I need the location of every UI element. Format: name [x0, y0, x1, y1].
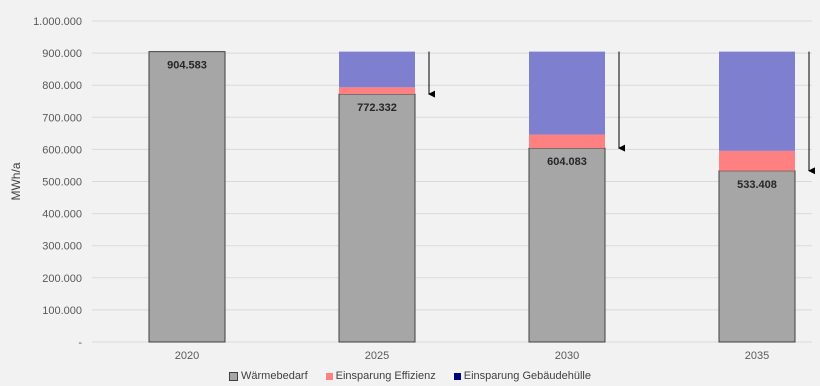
y-tick-label: 800.000 [42, 80, 82, 92]
bar-wärmebedarf-2030 [528, 147, 606, 343]
y-tick-label: 700.000 [42, 112, 82, 124]
y-axis-title: MWh/a [9, 162, 23, 200]
bar-einsparung-gebäudehülle-2025 [339, 51, 415, 88]
y-tick-label: 600.000 [42, 144, 82, 156]
legend-label: Wärmebedarf [241, 370, 308, 382]
legend-item: Wärmebedarf [229, 370, 308, 382]
y-tick-label: 100.000 [42, 305, 82, 317]
data-label-2035: 533.408 [737, 179, 777, 191]
data-label-2020: 904.583 [167, 60, 207, 72]
y-tick-label: - [78, 337, 82, 349]
x-tick-label: 2035 [745, 350, 769, 362]
bar-chart: - 100.000 200.000 300.000 400.000 500.000 600.… [9, 16, 815, 362]
y-tick-label: 400.000 [42, 209, 82, 221]
legend-swatch [453, 372, 461, 380]
y-tick-label: 500.000 [42, 177, 82, 189]
data-label-2030: 604.083 [547, 156, 587, 168]
x-tick-label: 2025 [365, 350, 389, 362]
y-tick-label: 200.000 [42, 273, 82, 285]
legend-item: Einsparung Effizienz [325, 370, 436, 382]
legend-swatch [325, 372, 333, 380]
bar-einsparung-gebäudehülle-2030 [529, 51, 605, 135]
y-tick-label: 900.000 [42, 48, 82, 60]
bar-wärmebedarf-2020 [148, 51, 226, 343]
data-label-2025: 772.332 [357, 102, 397, 114]
chart-legend: Wärmebedarf Einsparung Effizienz Einsparun… [0, 368, 820, 384]
legend-label: Einsparung Effizienz [335, 370, 436, 382]
bar-wärmebedarf-2025 [338, 93, 416, 343]
bar-einsparung-effizienz-2030 [529, 134, 605, 149]
legend-swatch [229, 371, 239, 381]
x-tick-label: 2020 [175, 350, 199, 362]
y-tick-label: 1.000.000 [33, 16, 82, 28]
legend-item: Einsparung Gebäudehülle [453, 370, 591, 382]
legend-label: Einsparung Gebäudehülle [463, 370, 591, 382]
bar-einsparung-effizienz-2035 [719, 150, 795, 171]
bar-einsparung-gebäudehülle-2035 [719, 51, 795, 151]
bar-einsparung-effizienz-2025 [339, 87, 415, 95]
bar-wärmebedarf-2035 [718, 170, 796, 343]
x-tick-label: 2030 [555, 350, 579, 362]
y-tick-label: 300.000 [42, 241, 82, 253]
